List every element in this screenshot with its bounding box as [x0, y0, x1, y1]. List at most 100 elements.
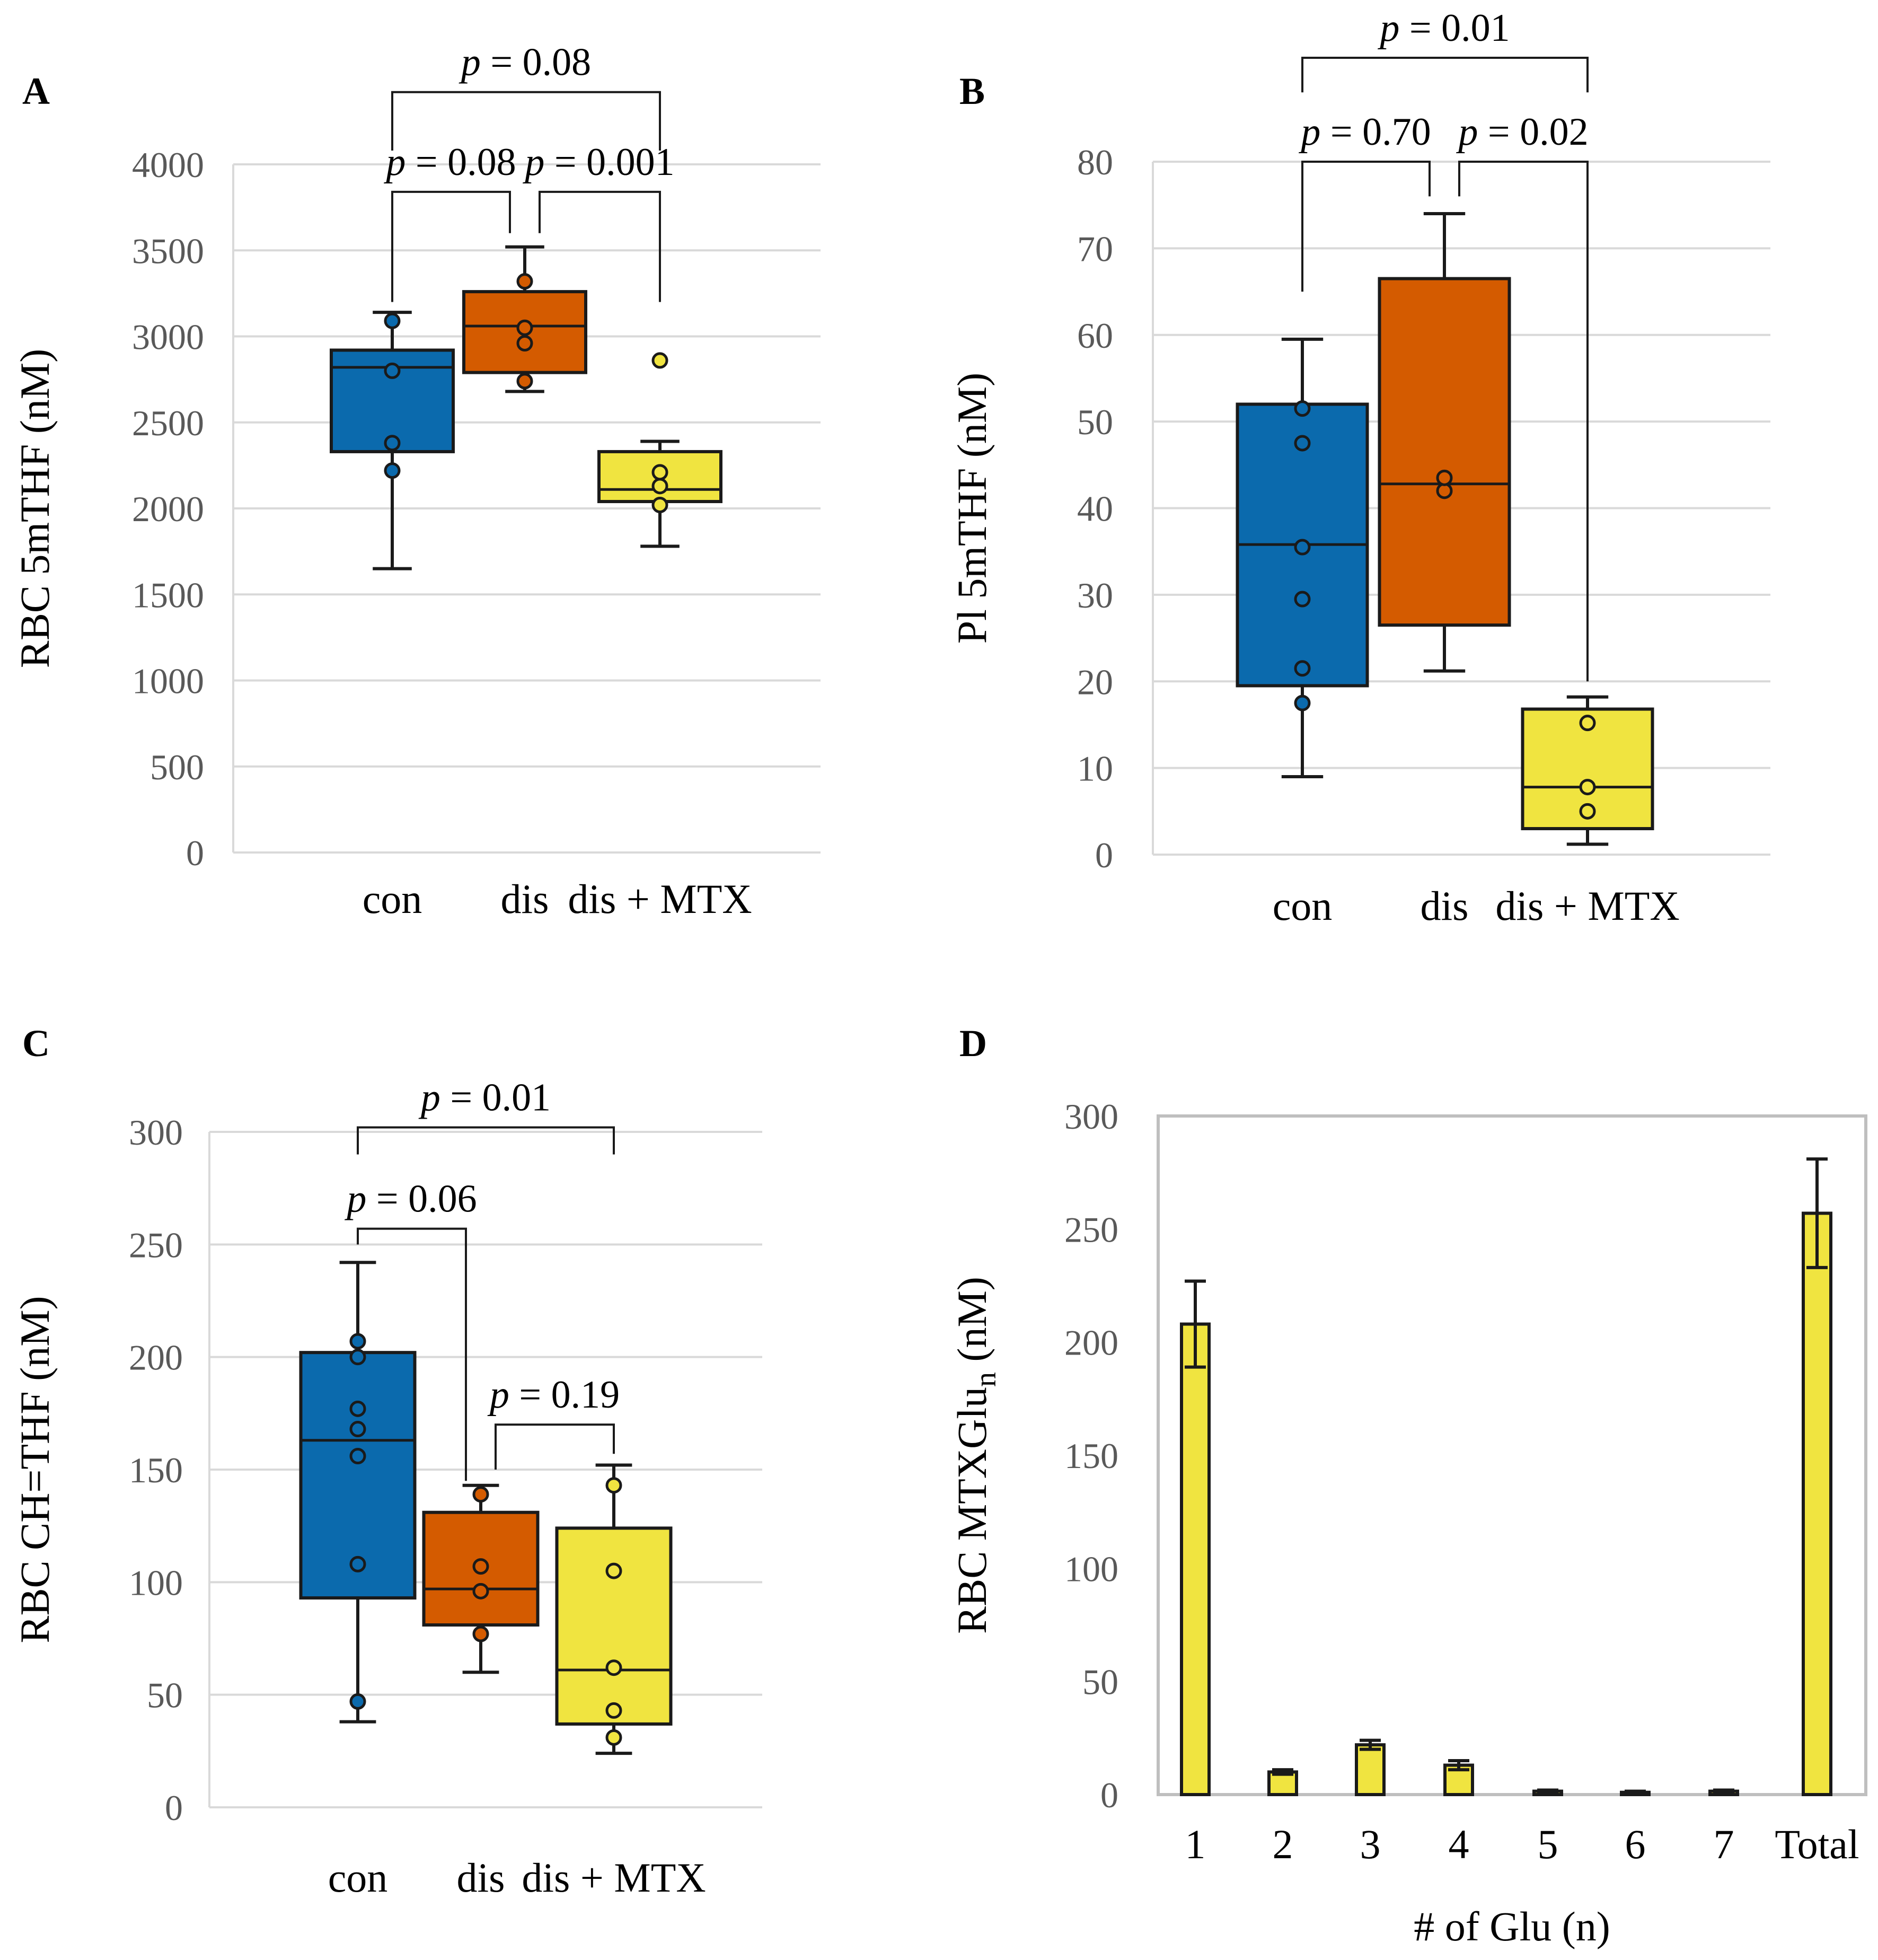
data-point — [472, 1558, 489, 1575]
data-point — [384, 312, 401, 329]
data-point — [651, 478, 668, 495]
data-point — [605, 1729, 622, 1746]
panel-b: B 0 10 20 30 40 50 60 70 80 Pl 5mTHF (nM) con dis di… — [949, 6, 1770, 929]
error-bar — [1537, 1788, 1558, 1794]
x-category-label: 1 — [1185, 1821, 1206, 1867]
error-bar — [1448, 1759, 1469, 1772]
y-tick-label: 0 — [1095, 835, 1113, 875]
y-tick-label: 250 — [129, 1225, 183, 1265]
panel-a-letter: A — [22, 70, 50, 112]
significance-bracket — [495, 1423, 615, 1470]
data-point — [349, 1693, 366, 1710]
y-tick-label: 200 — [1064, 1323, 1118, 1363]
data-point — [605, 1659, 622, 1676]
y-axis-label-subscript: n — [969, 1372, 1002, 1387]
data-point — [1294, 400, 1311, 417]
data-point — [349, 1448, 366, 1465]
y-tick-label: 0 — [186, 833, 204, 873]
y-tick-label: 50 — [1082, 1662, 1118, 1702]
y-tick-label: 1500 — [132, 575, 204, 615]
bar — [1802, 1211, 1832, 1796]
data-point — [1579, 715, 1596, 732]
x-category-label: 2 — [1273, 1821, 1293, 1867]
data-point — [1294, 695, 1311, 711]
y-tick-label: 500 — [150, 747, 204, 787]
y-tick-label: 0 — [1100, 1775, 1118, 1815]
x-category-label: con — [328, 1854, 388, 1901]
x-category-label: 3 — [1360, 1821, 1381, 1867]
y-tick-label: 1000 — [132, 661, 204, 701]
data-point — [1294, 435, 1311, 452]
data-point — [651, 464, 668, 481]
y-tick-label: 40 — [1077, 489, 1113, 529]
y-axis-label: Pl 5mTHF (nM) — [949, 373, 995, 644]
y-tick-label: 70 — [1077, 228, 1113, 269]
x-category-label: dis + MTX — [522, 1854, 706, 1901]
data-point — [1579, 803, 1596, 820]
bar — [1355, 1743, 1386, 1796]
y-tick-label: 3000 — [132, 317, 204, 357]
data-point — [472, 1625, 489, 1642]
y-tick-label: 250 — [1064, 1209, 1118, 1250]
data-point — [605, 1477, 622, 1494]
y-tick-label: 150 — [1064, 1436, 1118, 1476]
y-tick-label: 2500 — [132, 403, 204, 443]
data-point — [384, 435, 401, 452]
data-point — [651, 497, 668, 514]
data-point — [651, 352, 668, 369]
error-bar — [1713, 1788, 1734, 1794]
p-value-label: p = 0.08 — [459, 41, 591, 84]
data-point — [384, 362, 401, 379]
x-category-label: dis — [500, 876, 549, 922]
x-axis-label: # of Glu (n) — [1414, 1903, 1610, 1949]
x-category-label: 6 — [1625, 1821, 1646, 1867]
y-tick-label: 50 — [1077, 402, 1113, 442]
panel-c-letter: C — [22, 1022, 50, 1065]
y-tick-label: 200 — [129, 1338, 183, 1378]
panel-a: A 0 500 1000 1500 2000 2500 3000 3500 4000 RBC 5m… — [12, 41, 821, 922]
significance-bracket — [1458, 161, 1589, 682]
y-tick-label: 2000 — [132, 489, 204, 529]
data-point — [1294, 591, 1311, 608]
plot-frame — [1157, 1114, 1867, 1796]
y-tick-label: 3500 — [132, 231, 204, 271]
y-axis-label-units: (nM) — [949, 1277, 995, 1372]
data-point — [1294, 660, 1311, 677]
box-mtx — [555, 1526, 673, 1726]
y-tick-label: 4000 — [132, 145, 204, 185]
significance-bracket — [539, 190, 661, 302]
data-point — [605, 1562, 622, 1579]
significance-bracket — [391, 91, 661, 151]
data-point — [516, 319, 533, 336]
data-point — [472, 1486, 489, 1503]
error-bar — [1272, 1768, 1293, 1776]
y-axis-label: RBC 5mTHF (nM) — [12, 349, 58, 668]
significance-bracket — [357, 1227, 467, 1481]
data-point — [1579, 779, 1596, 796]
panel-d: D 0 50 100 150 200 250 300 1 2 3 4 5 6 7 Total RBC MTXG… — [949, 1022, 1867, 1949]
p-value-label: p = 0.19 — [487, 1373, 620, 1417]
data-point — [516, 273, 533, 290]
x-category-label: dis + MTX — [568, 876, 752, 922]
x-category-label: con — [1273, 883, 1333, 929]
y-tick-label: 300 — [1064, 1096, 1118, 1137]
error-bar — [1360, 1738, 1381, 1751]
data-point — [1294, 539, 1311, 556]
data-point — [516, 373, 533, 390]
data-point — [349, 1349, 366, 1366]
data-point — [516, 335, 533, 351]
data-point — [349, 1555, 366, 1572]
panel-d-letter: D — [959, 1022, 987, 1065]
data-point — [349, 1333, 366, 1350]
significance-bracket — [357, 1126, 615, 1155]
data-point — [349, 1421, 366, 1438]
p-value-label: p = 0.06 — [344, 1177, 477, 1221]
y-tick-label: 10 — [1077, 749, 1113, 789]
significance-bracket — [1301, 161, 1431, 292]
y-axis-label: RBC CH=THF (nM) — [12, 1296, 58, 1643]
data-point — [349, 1400, 366, 1417]
error-bar — [1806, 1157, 1828, 1269]
bar — [1180, 1322, 1211, 1797]
x-category-label: 4 — [1449, 1821, 1469, 1867]
